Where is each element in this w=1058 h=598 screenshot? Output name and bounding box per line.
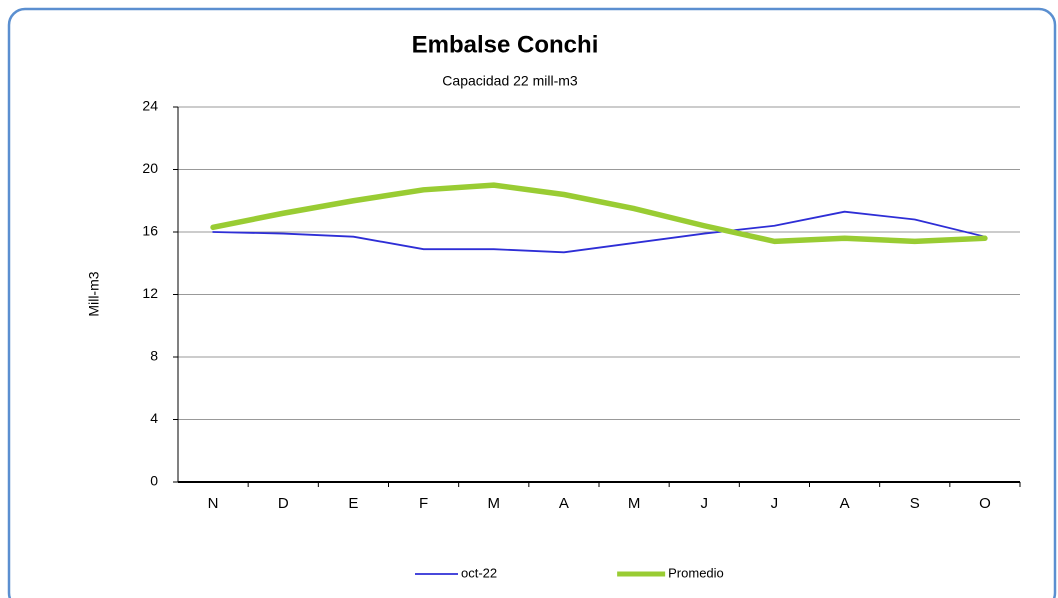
x-tick-label: E	[348, 495, 358, 512]
y-tick-label: 24	[142, 98, 158, 114]
x-tick-label: M	[628, 495, 641, 512]
x-tick-label: M	[488, 495, 501, 512]
x-tick-label: J	[771, 495, 779, 512]
frame	[7, 7, 1057, 598]
y-tick-label: 16	[142, 223, 158, 239]
y-tick-label: 4	[150, 410, 158, 426]
y-tick-label: 8	[150, 348, 158, 364]
legend-label: oct-22	[461, 565, 497, 580]
x-tick-label: J	[701, 495, 709, 512]
series-line	[210, 182, 988, 245]
x-tick-label: O	[979, 495, 991, 512]
y-axis-label: Mill-m3	[86, 271, 102, 316]
x-tick-label: A	[559, 495, 569, 512]
series-line	[212, 210, 986, 254]
x-tick-label: D	[278, 495, 289, 512]
x-tick-label: F	[419, 495, 428, 512]
x-tick-label: N	[208, 495, 219, 512]
chart-title: Embalse Conchi	[412, 31, 599, 58]
chart-subtitle: Capacidad 22 mill-m3	[442, 73, 578, 89]
y-tick-label: 12	[142, 285, 158, 301]
y-tick-label: 20	[142, 160, 158, 176]
legend-label: Promedio	[668, 565, 724, 580]
x-tick-label: A	[840, 495, 850, 512]
y-tick-label: 0	[150, 473, 158, 489]
x-tick-label: S	[910, 495, 920, 512]
